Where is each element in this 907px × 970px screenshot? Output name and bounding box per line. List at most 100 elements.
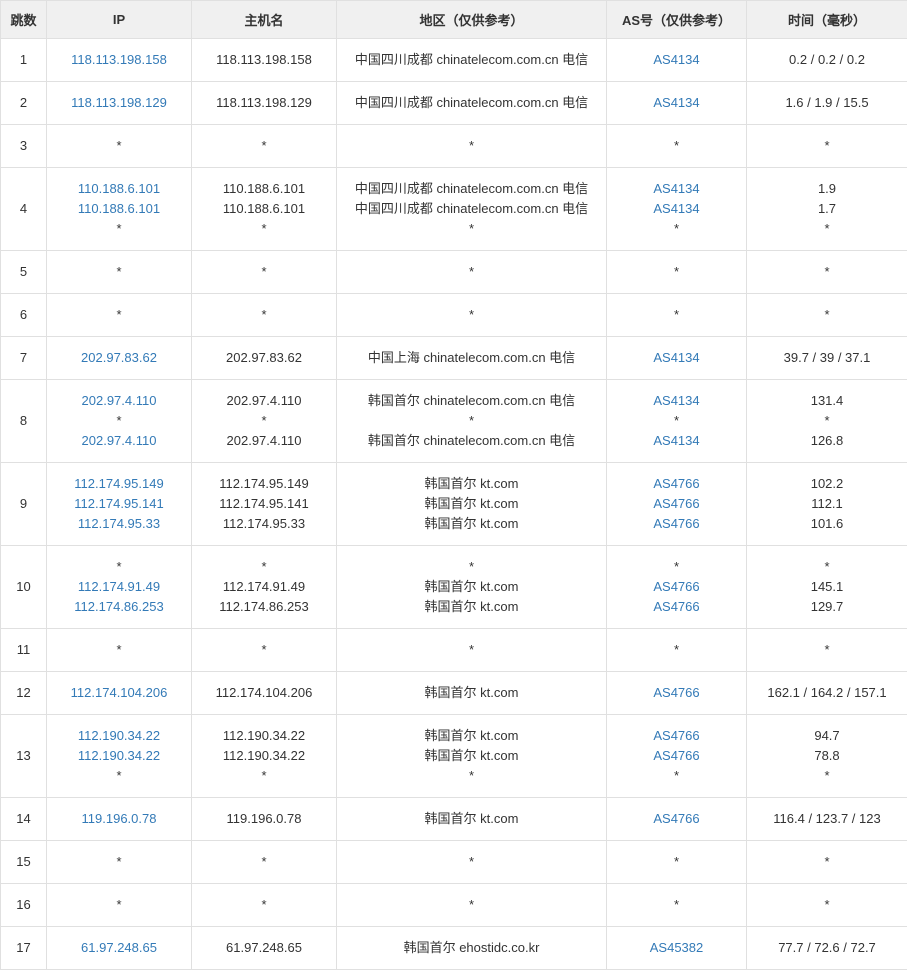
region-value: 韩国首尔 kt.com xyxy=(343,726,600,746)
cell-hop: 12 xyxy=(1,672,47,715)
host-value: 118.113.198.158 xyxy=(198,50,330,70)
region-value: * xyxy=(343,262,600,282)
time-value: * xyxy=(753,852,901,872)
host-value: 112.190.34.22 xyxy=(198,726,330,746)
as-value: * xyxy=(613,557,740,577)
cell-as: AS4766 xyxy=(607,798,747,841)
as-value: * xyxy=(613,219,740,239)
cell-as: *AS4766AS4766 xyxy=(607,546,747,629)
region-value: * xyxy=(343,852,600,872)
ip-link[interactable]: 202.97.4.110 xyxy=(53,391,185,411)
as-link[interactable]: AS4766 xyxy=(613,474,740,494)
ip-link[interactable]: 202.97.83.62 xyxy=(53,348,185,368)
as-link[interactable]: AS4766 xyxy=(613,514,740,534)
ip-link[interactable]: 112.174.104.206 xyxy=(53,683,185,703)
as-link[interactable]: AS4766 xyxy=(613,494,740,514)
hop-value: 1 xyxy=(1,39,46,81)
table-row: 9112.174.95.149112.174.95.141112.174.95.… xyxy=(1,463,907,546)
as-link[interactable]: AS4134 xyxy=(613,179,740,199)
as-link[interactable]: AS4766 xyxy=(613,726,740,746)
as-link[interactable]: AS4766 xyxy=(613,683,740,703)
hop-value: 3 xyxy=(1,125,46,167)
ip-link[interactable]: 112.190.34.22 xyxy=(53,726,185,746)
cell-ip: * xyxy=(47,251,192,294)
region-value: * xyxy=(343,219,600,239)
ip-link[interactable]: 61.97.248.65 xyxy=(53,938,185,958)
table-row: 6***** xyxy=(1,294,907,337)
as-link[interactable]: AS4766 xyxy=(613,577,740,597)
cell-region: * xyxy=(337,884,607,927)
as-link[interactable]: AS4766 xyxy=(613,746,740,766)
as-value: * xyxy=(613,262,740,282)
time-value: * xyxy=(753,136,901,156)
time-value: 39.7 / 39 / 37.1 xyxy=(753,348,901,368)
as-link[interactable]: AS4134 xyxy=(613,348,740,368)
region-value: * xyxy=(343,557,600,577)
ip-link[interactable]: 110.188.6.101 xyxy=(53,199,185,219)
ip-link[interactable]: 202.97.4.110 xyxy=(53,431,185,451)
cell-region: *韩国首尔 kt.com韩国首尔 kt.com xyxy=(337,546,607,629)
cell-ip: * xyxy=(47,629,192,672)
cell-host: 110.188.6.101110.188.6.101* xyxy=(192,168,337,251)
cell-time: *145.1129.7 xyxy=(747,546,907,629)
ip-link[interactable]: 112.174.95.141 xyxy=(53,494,185,514)
as-link[interactable]: AS4134 xyxy=(613,431,740,451)
ip-link[interactable]: 118.113.198.129 xyxy=(53,93,185,113)
host-value: * xyxy=(198,640,330,660)
as-link[interactable]: AS4766 xyxy=(613,597,740,617)
table-row: 4110.188.6.101110.188.6.101*110.188.6.10… xyxy=(1,168,907,251)
time-value: 0.2 / 0.2 / 0.2 xyxy=(753,50,901,70)
host-value: * xyxy=(198,895,330,915)
as-link[interactable]: AS4134 xyxy=(613,93,740,113)
ip-link[interactable]: 112.174.95.33 xyxy=(53,514,185,534)
time-value: * xyxy=(753,305,901,325)
ip-link[interactable]: 112.190.34.22 xyxy=(53,746,185,766)
cell-hop: 1 xyxy=(1,39,47,82)
time-value: 129.7 xyxy=(753,597,901,617)
cell-region: 韩国首尔 chinatelecom.com.cn 电信*韩国首尔 chinate… xyxy=(337,380,607,463)
host-value: 112.174.91.49 xyxy=(198,577,330,597)
region-value: 韩国首尔 kt.com xyxy=(343,514,600,534)
as-link[interactable]: AS4766 xyxy=(613,809,740,829)
hop-value: 11 xyxy=(1,629,46,671)
ip-value: * xyxy=(53,411,185,431)
host-value: 110.188.6.101 xyxy=(198,179,330,199)
cell-host: 118.113.198.158 xyxy=(192,39,337,82)
cell-region: * xyxy=(337,294,607,337)
region-value: 韩国首尔 kt.com xyxy=(343,746,600,766)
table-row: 12112.174.104.206112.174.104.206韩国首尔 kt.… xyxy=(1,672,907,715)
hop-value: 7 xyxy=(1,337,46,379)
ip-link[interactable]: 110.188.6.101 xyxy=(53,179,185,199)
host-value: * xyxy=(198,305,330,325)
time-value: * xyxy=(753,766,901,786)
time-value: 77.7 / 72.6 / 72.7 xyxy=(753,938,901,958)
as-link[interactable]: AS45382 xyxy=(613,938,740,958)
time-value: * xyxy=(753,219,901,239)
cell-host: * xyxy=(192,629,337,672)
cell-host: 112.174.95.149112.174.95.141112.174.95.3… xyxy=(192,463,337,546)
cell-hop: 14 xyxy=(1,798,47,841)
cell-host: 119.196.0.78 xyxy=(192,798,337,841)
ip-link[interactable]: 112.174.95.149 xyxy=(53,474,185,494)
region-value: * xyxy=(343,305,600,325)
region-value: 韩国首尔 chinatelecom.com.cn 电信 xyxy=(343,391,600,411)
cell-as: AS4134 xyxy=(607,337,747,380)
region-value: 中国四川成都 chinatelecom.com.cn 电信 xyxy=(343,50,600,70)
time-value: 78.8 xyxy=(753,746,901,766)
ip-link[interactable]: 112.174.86.253 xyxy=(53,597,185,617)
ip-link[interactable]: 119.196.0.78 xyxy=(53,809,185,829)
as-link[interactable]: AS4134 xyxy=(613,391,740,411)
table-header: 跳数 IP 主机名 地区（仅供参考） AS号（仅供参考） 时间（毫秒） xyxy=(1,1,907,39)
cell-as: * xyxy=(607,629,747,672)
cell-region: * xyxy=(337,251,607,294)
as-link[interactable]: AS4134 xyxy=(613,199,740,219)
cell-region: 韩国首尔 kt.com韩国首尔 kt.com韩国首尔 kt.com xyxy=(337,463,607,546)
cell-ip: 119.196.0.78 xyxy=(47,798,192,841)
ip-link[interactable]: 118.113.198.158 xyxy=(53,50,185,70)
hop-value: 14 xyxy=(1,798,46,840)
as-value: * xyxy=(613,895,740,915)
as-link[interactable]: AS4134 xyxy=(613,50,740,70)
cell-region: * xyxy=(337,125,607,168)
host-value: * xyxy=(198,557,330,577)
ip-link[interactable]: 112.174.91.49 xyxy=(53,577,185,597)
